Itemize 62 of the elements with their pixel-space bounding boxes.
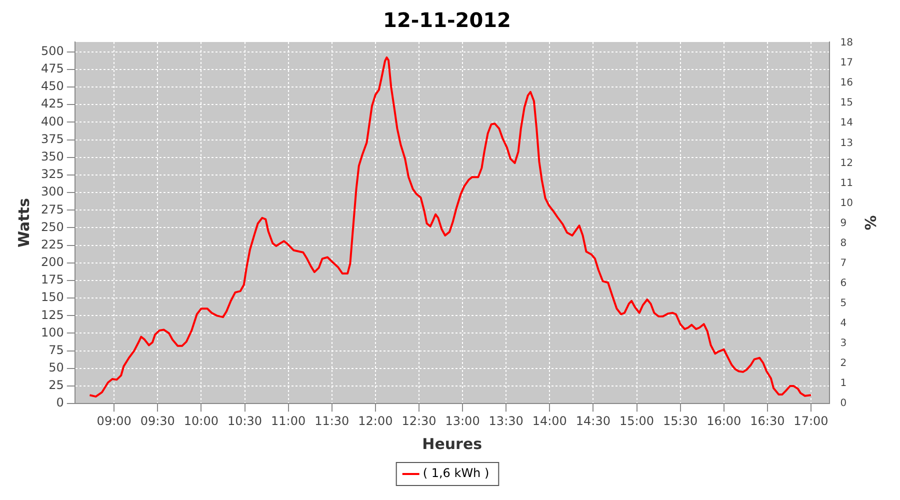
y2-tick-label: 11 <box>840 178 854 189</box>
x-tick-label: 11:30 <box>314 414 350 428</box>
y2-tick-label: 4 <box>840 318 847 330</box>
y2-tick-label: 15 <box>840 98 854 109</box>
y2-tick-label: 12 <box>840 158 854 169</box>
y-tick-label: 50 <box>48 360 64 375</box>
y2-tick-label: 10 <box>840 198 854 209</box>
y-tick-label: 225 <box>41 237 64 252</box>
x-tick-label: 16:30 <box>750 414 785 428</box>
chart-title: 12-11-2012 <box>383 8 511 32</box>
x-tick-label: 14:30 <box>576 414 611 428</box>
y-tick-label: 175 <box>41 272 64 287</box>
y-tick-label: 300 <box>41 184 64 199</box>
y-tick-label: 125 <box>41 308 64 322</box>
y-tick-label: 250 <box>41 220 64 234</box>
y2-tick-label: 6 <box>840 278 847 289</box>
y2-tick-label: 2 <box>840 358 847 370</box>
y-tick-label: 275 <box>41 202 64 216</box>
y-tick-label: 75 <box>48 342 64 357</box>
x-tick-label: 09:30 <box>140 414 175 428</box>
y-tick-label: 500 <box>41 44 64 58</box>
x-tick-label: 12:00 <box>358 414 393 428</box>
x-tick-label: 13:30 <box>488 414 524 428</box>
x-tick-label: 10:00 <box>184 414 219 428</box>
y2-tick-label: 8 <box>840 238 847 249</box>
y-tick-label: 425 <box>41 96 64 111</box>
legend-label: ( 1,6 kWh ) <box>422 466 490 480</box>
y2-tick-label: 14 <box>840 118 854 129</box>
y2-tick-label: 13 <box>840 138 854 149</box>
x-tick-label: 09:00 <box>96 414 132 428</box>
y-tick-label: 100 <box>41 325 64 340</box>
y-tick-label: 450 <box>41 79 64 94</box>
y2-tick-label: 5 <box>840 298 847 310</box>
x-tick-label: 13:00 <box>445 414 480 428</box>
x-tick-label: 16:00 <box>706 414 742 428</box>
y-tick-label: 475 <box>41 62 64 76</box>
y-tick-label: 25 <box>48 378 64 392</box>
y-tick-label: 200 <box>41 255 64 270</box>
y2-axis-title: % <box>861 215 880 230</box>
y2-tick-label: 9 <box>840 218 847 229</box>
y2-tick-label: 3 <box>840 338 847 350</box>
x-tick-label: 17:00 <box>794 414 828 428</box>
y2-tick-label: 16 <box>840 78 854 89</box>
x-tick-label: 12:30 <box>402 414 436 428</box>
x-tick-label: 14:00 <box>532 414 567 428</box>
y-tick-label: 150 <box>41 290 64 304</box>
y2-tick-label: 0 <box>840 398 847 410</box>
x-tick-label: 11:00 <box>271 414 306 428</box>
y2-tick-label: 18 <box>840 38 854 49</box>
y-tick-label: 350 <box>41 150 64 164</box>
x-tick-label: 15:00 <box>619 414 654 428</box>
y-tick-label: 0 <box>56 396 64 410</box>
y2-tick-label: 1 <box>840 378 847 390</box>
x-tick-label: 10:30 <box>227 414 262 428</box>
x-tick-label: 15:30 <box>663 414 698 428</box>
y2-tick-label: 7 <box>840 258 847 269</box>
y-tick-label: 375 <box>41 132 64 146</box>
y-axis-title: Watts <box>14 198 33 248</box>
y-tick-label: 325 <box>41 167 64 182</box>
x-axis-title: Heures <box>422 434 482 453</box>
y2-tick-label: 17 <box>840 58 854 69</box>
y-tick-label: 400 <box>41 114 64 128</box>
